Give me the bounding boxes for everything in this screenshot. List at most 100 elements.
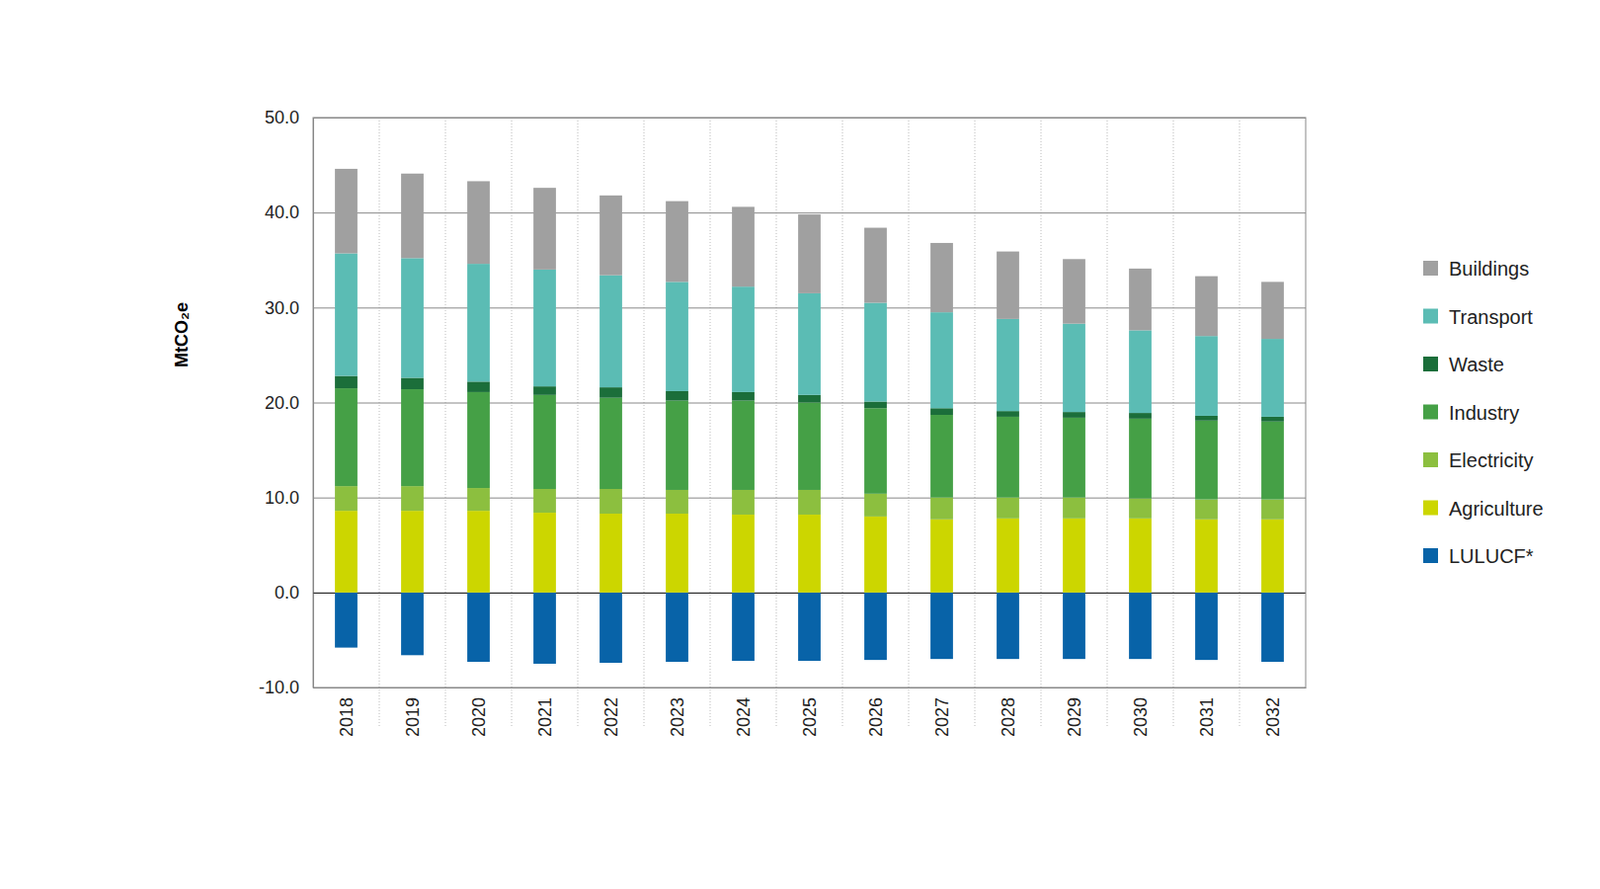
- bar: [930, 592, 954, 659]
- legend-item: Electricity: [1423, 449, 1534, 472]
- legend-label: Agriculture: [1448, 497, 1544, 520]
- bar: [930, 497, 954, 520]
- bar: [1062, 323, 1086, 412]
- y-axis: -10.00.010.020.030.040.050.0: [258, 107, 1306, 698]
- bar: [798, 293, 821, 396]
- x-tick: 2030: [1130, 687, 1151, 737]
- bar: [930, 242, 954, 313]
- bar: [996, 319, 1020, 411]
- legend: BuildingsTransportWasteIndustryElectrici…: [1423, 257, 1544, 567]
- bar: [467, 510, 490, 593]
- bar: [599, 513, 623, 593]
- bar: [1261, 338, 1284, 417]
- legend-label: Waste: [1448, 353, 1505, 376]
- separator: [1040, 117, 1042, 727]
- legend-swatch: [1423, 500, 1439, 516]
- x-tick: 2018: [336, 687, 357, 737]
- bar: [400, 592, 424, 655]
- separator: [445, 117, 447, 727]
- separator: [1239, 117, 1241, 727]
- bar: [1195, 519, 1218, 593]
- legend-swatch: [1423, 309, 1439, 324]
- bar: [1261, 499, 1284, 520]
- x-tick: 2028: [998, 687, 1019, 737]
- bar: [533, 269, 557, 387]
- bar: [533, 488, 557, 513]
- bar: [864, 516, 887, 593]
- bar: [467, 180, 490, 264]
- bar: [467, 381, 490, 393]
- bar: [1261, 281, 1284, 339]
- bar: [334, 485, 358, 511]
- series: [334, 168, 1284, 339]
- bar: [798, 489, 821, 515]
- y-tick-label: 0.0: [274, 582, 300, 603]
- bar: [467, 392, 490, 488]
- bar: [400, 377, 424, 390]
- bar: [996, 497, 1020, 519]
- bar: [334, 388, 358, 486]
- legend-swatch: [1423, 356, 1439, 372]
- x-tick-label: 2029: [1064, 697, 1085, 737]
- bar: [996, 251, 1020, 320]
- bar: [864, 493, 887, 517]
- bar: [1062, 411, 1086, 418]
- bar: [731, 392, 755, 401]
- bar: [665, 592, 689, 662]
- x-tick: 2022: [601, 687, 622, 737]
- bars: [334, 168, 1284, 664]
- bar: [1128, 412, 1152, 419]
- y-tick-label: 20.0: [264, 393, 300, 413]
- bar: [798, 395, 821, 403]
- x-tick: 2031: [1197, 687, 1217, 737]
- x-tick-label: 2030: [1130, 697, 1151, 737]
- x-tick-label: 2027: [932, 697, 953, 737]
- bar: [665, 400, 689, 490]
- bar: [1195, 592, 1218, 660]
- legend-label: Buildings: [1448, 257, 1529, 280]
- bar: [599, 488, 623, 514]
- bar: [1261, 416, 1284, 422]
- x-tick-label: 2028: [998, 697, 1019, 737]
- bar: [400, 510, 424, 593]
- y-tick-label: -10.0: [258, 677, 300, 698]
- separator: [379, 117, 381, 727]
- legend-swatch: [1423, 452, 1439, 468]
- x-tick-label: 2019: [402, 697, 423, 737]
- bar: [665, 489, 689, 514]
- bar: [731, 514, 755, 593]
- bar: [731, 286, 755, 393]
- bar: [400, 485, 424, 511]
- bar: [599, 592, 623, 663]
- separator: [1173, 117, 1175, 727]
- bar: [864, 407, 887, 494]
- x-tick: 2025: [800, 687, 820, 737]
- plot: -10.00.010.020.030.040.050.0201820192020…: [258, 107, 1307, 737]
- bar: [1062, 518, 1086, 593]
- x-tick-label: 2031: [1197, 697, 1217, 737]
- bar: [467, 263, 490, 382]
- bar: [864, 228, 887, 304]
- separator: [710, 117, 712, 727]
- separator: [842, 117, 844, 727]
- bar: [665, 391, 689, 401]
- bar: [798, 592, 821, 661]
- plot-frame: [313, 117, 1306, 688]
- bar: [533, 395, 557, 489]
- bar: [798, 514, 821, 593]
- legend-item: Waste: [1423, 353, 1505, 376]
- x-tick: 2020: [469, 687, 489, 737]
- bar: [930, 407, 954, 415]
- bar: [996, 592, 1020, 659]
- x-axis-line: [314, 687, 1307, 689]
- separator: [974, 117, 976, 727]
- bar: [731, 489, 755, 515]
- bar: [864, 303, 887, 402]
- x-axis: 2018201920202021202220232024202520262027…: [314, 687, 1307, 737]
- x-tick-label: 2021: [535, 697, 556, 737]
- bar: [467, 592, 490, 662]
- bar: [665, 201, 689, 283]
- legend-label: Electricity: [1448, 449, 1534, 472]
- grid-line: [313, 212, 1306, 214]
- bar: [1261, 421, 1284, 500]
